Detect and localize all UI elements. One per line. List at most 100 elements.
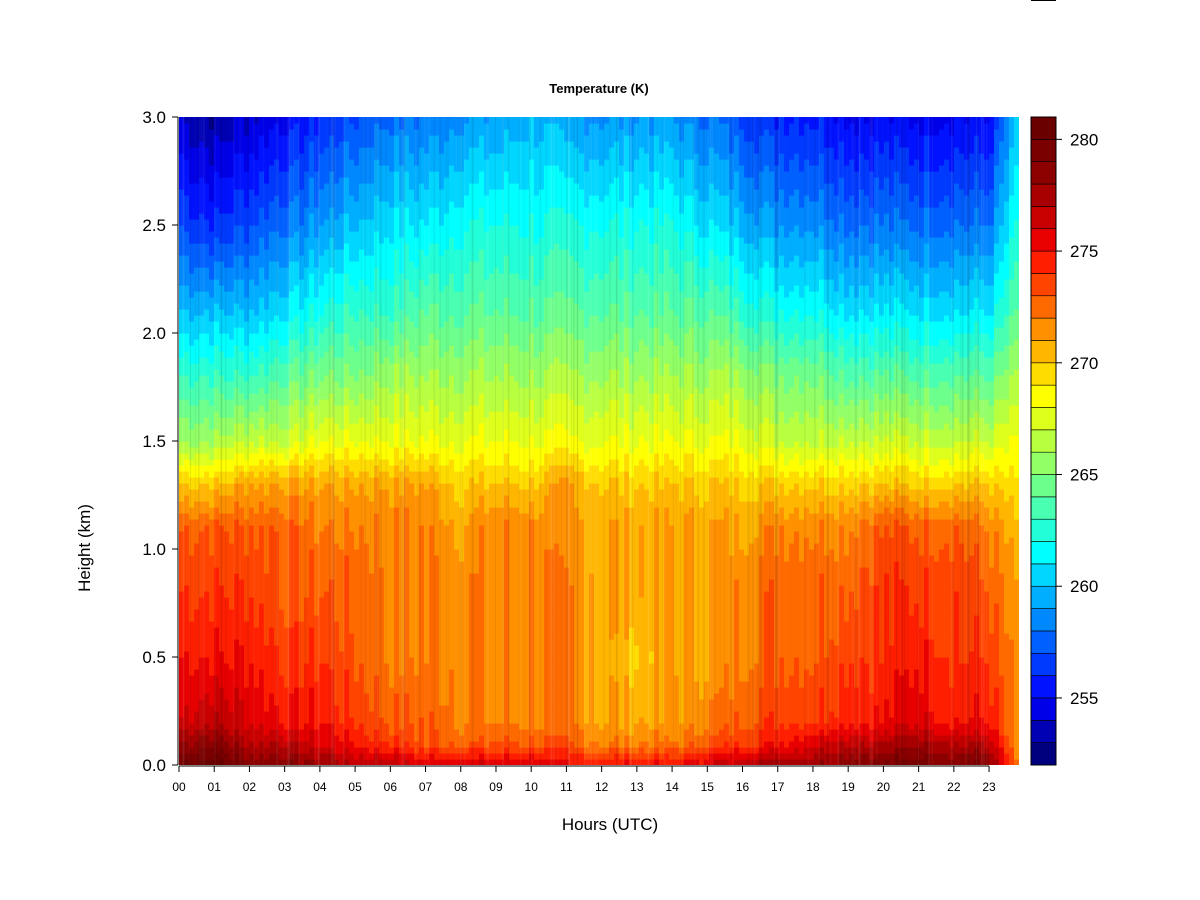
- heatmap-cell: [394, 519, 400, 526]
- heatmap-cell: [184, 273, 190, 280]
- heatmap-cell: [349, 729, 355, 736]
- heatmap-cell: [184, 195, 190, 202]
- heatmap-cell: [224, 363, 230, 370]
- heatmap-cell: [204, 453, 210, 460]
- heatmap-cell: [369, 627, 375, 634]
- heatmap-cell: [349, 567, 355, 574]
- heatmap-cell: [389, 183, 395, 190]
- heatmap-cell: [184, 633, 190, 640]
- heatmap-cell: [189, 279, 195, 286]
- heatmap-cell: [214, 621, 220, 628]
- heatmap-cell: [189, 447, 195, 454]
- heatmap-cell: [344, 561, 350, 568]
- heatmap-cell: [184, 651, 190, 658]
- heatmap-cell: [224, 381, 230, 388]
- heatmap-cell: [224, 249, 230, 256]
- heatmap-cell: [189, 621, 195, 628]
- heatmap-cell: [179, 285, 185, 292]
- heatmap-cell: [199, 153, 205, 160]
- heatmap-cell: [344, 249, 350, 256]
- heatmap-cell: [219, 537, 225, 544]
- heatmap-cell: [369, 309, 375, 316]
- heatmap-cell: [344, 351, 350, 358]
- heatmap-cell: [409, 669, 415, 676]
- heatmap-cell: [179, 729, 185, 736]
- heatmap-cell: [184, 153, 190, 160]
- heatmap-cell: [309, 441, 315, 448]
- heatmap-cell: [214, 453, 220, 460]
- heatmap-cell: [184, 561, 190, 568]
- heatmap-cell: [389, 615, 395, 622]
- heatmap-cell: [214, 459, 220, 466]
- heatmap-cell: [344, 261, 350, 268]
- heatmap-cell: [309, 141, 315, 148]
- heatmap-cell: [349, 267, 355, 274]
- heatmap-cell: [309, 117, 315, 124]
- heatmap-cell: [389, 123, 395, 130]
- heatmap-cell: [204, 315, 210, 322]
- heatmap-cell: [214, 633, 220, 640]
- heatmap-cell: [344, 639, 350, 646]
- heatmap-cell: [209, 423, 215, 430]
- heatmap-cell: [344, 405, 350, 412]
- heatmap-cell: [204, 429, 210, 436]
- heatmap-cell: [369, 255, 375, 262]
- heatmap-cell: [189, 321, 195, 328]
- heatmap-cell: [214, 567, 220, 574]
- heatmap-cell: [199, 525, 205, 532]
- heatmap-cell: [199, 279, 205, 286]
- heatmap-cell: [194, 189, 200, 196]
- heatmap-cell: [204, 249, 210, 256]
- heatmap-cell: [389, 759, 395, 765]
- heatmap-cell: [184, 639, 190, 646]
- heatmap-cell: [369, 459, 375, 466]
- heatmap-cell: [214, 465, 220, 472]
- heatmap-cell: [199, 405, 205, 412]
- heatmap-cell: [179, 675, 185, 682]
- heatmap-cell: [204, 705, 210, 712]
- heatmap-cell: [204, 471, 210, 478]
- heatmap-cell: [344, 597, 350, 604]
- heatmap-cell: [224, 429, 230, 436]
- heatmap-cell: [349, 159, 355, 166]
- heatmap-cell: [349, 309, 355, 316]
- heatmap-cell: [179, 657, 185, 664]
- heatmap-cell: [214, 147, 220, 154]
- heatmap-cell: [349, 597, 355, 604]
- heatmap-cell: [214, 315, 220, 322]
- heatmap-cell: [209, 741, 215, 748]
- heatmap-cell: [389, 495, 395, 502]
- heatmap-cell: [224, 171, 230, 178]
- heatmap-cell: [369, 291, 375, 298]
- heatmap-cell: [189, 363, 195, 370]
- heatmap-cell: [199, 165, 205, 172]
- heatmap-cell: [224, 471, 230, 478]
- heatmap-cell: [344, 399, 350, 406]
- heatmap-cell: [394, 165, 400, 172]
- heatmap-cell: [344, 135, 350, 142]
- heatmap-cell: [204, 615, 210, 622]
- heatmap-cell: [344, 609, 350, 616]
- heatmap-cell: [224, 459, 230, 466]
- heatmap-cell: [224, 117, 230, 124]
- heatmap-cell: [179, 129, 185, 136]
- heatmap-cell: [409, 723, 415, 730]
- heatmap-cell: [349, 465, 355, 472]
- heatmap-cell: [224, 753, 230, 760]
- heatmap-cell: [369, 213, 375, 220]
- heatmap-cell: [409, 645, 415, 652]
- heatmap-cell: [199, 183, 205, 190]
- heatmap-cell: [369, 447, 375, 454]
- heatmap-cell: [204, 579, 210, 586]
- heatmap-cell: [209, 669, 215, 676]
- heatmap-cell: [179, 501, 185, 508]
- heatmap-cell: [209, 345, 215, 352]
- heatmap-cell: [219, 681, 225, 688]
- heatmap-cell: [219, 663, 225, 670]
- heatmap-cell: [219, 441, 225, 448]
- heatmap-cell: [179, 591, 185, 598]
- heatmap-cell: [309, 321, 315, 328]
- heatmap-cell: [204, 639, 210, 646]
- heatmap-cell: [184, 393, 190, 400]
- heatmap-cell: [349, 573, 355, 580]
